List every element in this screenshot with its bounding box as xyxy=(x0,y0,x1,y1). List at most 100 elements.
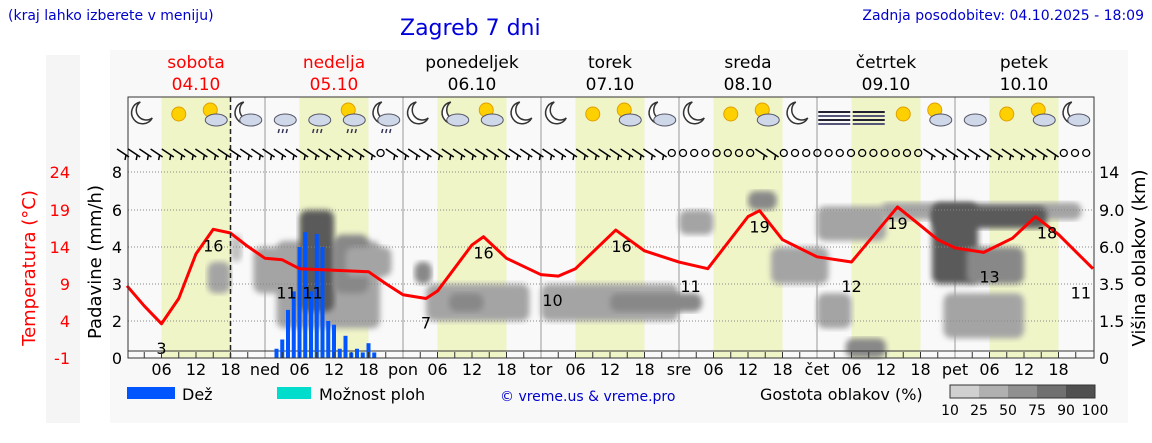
day-name: nedelja xyxy=(303,53,365,73)
moon-shape xyxy=(786,101,809,125)
cloud-rain-icon xyxy=(273,113,297,134)
wind-barb-icon xyxy=(127,148,141,161)
x-tick-label: 12 xyxy=(1014,360,1034,379)
wind-barb-icon xyxy=(362,148,376,161)
precip-bar xyxy=(297,247,302,358)
sun-shape xyxy=(723,106,739,122)
wind-barb-icon xyxy=(1034,148,1048,161)
day-date: 05.10 xyxy=(310,75,359,95)
sun-cloud-icon xyxy=(754,102,780,127)
precip-bar xyxy=(309,291,313,358)
cloud-rain-icon xyxy=(308,113,332,134)
cloud-region xyxy=(748,191,777,210)
temperature-label: 19 xyxy=(887,214,907,233)
temperature-label: 3 xyxy=(156,339,166,358)
wind-barb-icon xyxy=(206,148,220,161)
x-tick-label: 18 xyxy=(634,360,654,379)
x-tick-label: 06 xyxy=(841,360,861,379)
daylight-band xyxy=(161,97,231,358)
fog-icon xyxy=(818,111,851,125)
region-hint-link[interactable]: (kraj lahko izberete v meniju) xyxy=(8,8,214,24)
temperature-label: 16 xyxy=(611,237,631,256)
wind-barb-icon xyxy=(956,148,970,161)
calm-wind-icon xyxy=(667,148,676,158)
temperature-label: 18 xyxy=(1037,224,1057,243)
wind-barb-icon xyxy=(273,148,287,161)
cloud-shape xyxy=(756,113,780,127)
x-tick-label: pet xyxy=(942,360,968,379)
sun-shape xyxy=(895,106,911,122)
x-tick-label: 12 xyxy=(186,360,206,379)
cloud-region xyxy=(449,293,484,312)
cloud-legend-swatch xyxy=(1008,385,1037,398)
precip-bar xyxy=(320,247,325,358)
rain-shape xyxy=(381,128,392,134)
x-tick-label: 06 xyxy=(703,360,723,379)
precip-bar xyxy=(274,348,279,358)
day-date: 04.10 xyxy=(172,75,221,95)
wind-barb-icon xyxy=(553,148,567,161)
wind-barb-icon xyxy=(418,148,432,161)
precip-bar xyxy=(303,232,308,358)
temperature-label: 11 xyxy=(302,284,322,303)
sun-cloud-icon xyxy=(478,102,504,127)
wind-barb-icon xyxy=(172,148,186,161)
precip-bar xyxy=(286,309,290,358)
x-tick-label: 06 xyxy=(979,360,999,379)
moon-icon xyxy=(682,101,705,125)
wind-barb-icon xyxy=(351,148,365,161)
temperature-axis-label: Temperatura (°C) xyxy=(19,190,40,347)
moon-cloud-rain-icon xyxy=(372,101,401,134)
calm-wind-icon xyxy=(880,148,889,158)
cloud-height-tick: 0 xyxy=(1099,349,1109,368)
precip-bar xyxy=(337,348,342,358)
day-date: 08.10 xyxy=(724,75,773,95)
precip-bar xyxy=(280,339,285,358)
sun-icon xyxy=(171,106,187,122)
day-name: petek xyxy=(1000,53,1048,73)
wind-barb-icon xyxy=(754,148,768,161)
wind-barb-icon xyxy=(654,148,668,161)
wind-barb-icon xyxy=(194,148,208,161)
day-name: četrtek xyxy=(856,53,917,73)
x-tick-label: 18 xyxy=(496,360,516,379)
moon-icon xyxy=(786,101,809,125)
cloud-legend-title: Gostota oblakov (%) xyxy=(760,385,923,404)
day-date: 06.10 xyxy=(448,75,497,95)
x-tick-label: čet xyxy=(805,360,830,379)
x-tick-label: pon xyxy=(388,360,418,379)
cloud-legend-swatch xyxy=(979,385,1008,398)
wind-barb-icon xyxy=(306,148,320,161)
sun-shape xyxy=(999,106,1015,122)
moon-cloud-icon xyxy=(441,101,470,127)
precip-bar xyxy=(314,234,319,358)
wind-barb-icon xyxy=(262,148,276,161)
temperature-tick: 24 xyxy=(50,163,70,182)
cloud-region xyxy=(207,261,231,294)
cloud-shape xyxy=(446,113,470,127)
calm-wind-icon xyxy=(835,148,844,158)
wind-barb-icon xyxy=(766,148,780,161)
cloud-legend-frame xyxy=(949,384,1096,399)
x-tick-label: 18 xyxy=(358,360,378,379)
rain-shape xyxy=(346,128,357,134)
precip-bar xyxy=(372,352,377,358)
wind-barb-icon xyxy=(239,148,253,161)
x-tick-label: 12 xyxy=(600,360,620,379)
cloud-region xyxy=(679,210,714,235)
precip-tick: 0 xyxy=(112,349,122,368)
cloud-height-tick: 6.0 xyxy=(1099,238,1124,257)
calm-wind-icon xyxy=(802,148,811,158)
cloud-legend-swatch xyxy=(1066,385,1095,398)
cloud-shape xyxy=(377,113,401,127)
calm-wind-icon xyxy=(701,148,710,158)
cloud-density-layer xyxy=(207,191,1082,358)
temperature-label: 12 xyxy=(841,277,861,296)
cloud-region xyxy=(817,206,886,241)
moon-icon xyxy=(130,101,153,125)
temperature-label: 10 xyxy=(542,291,562,310)
plot-frame xyxy=(127,96,1095,359)
wind-barb-icon xyxy=(978,148,992,161)
